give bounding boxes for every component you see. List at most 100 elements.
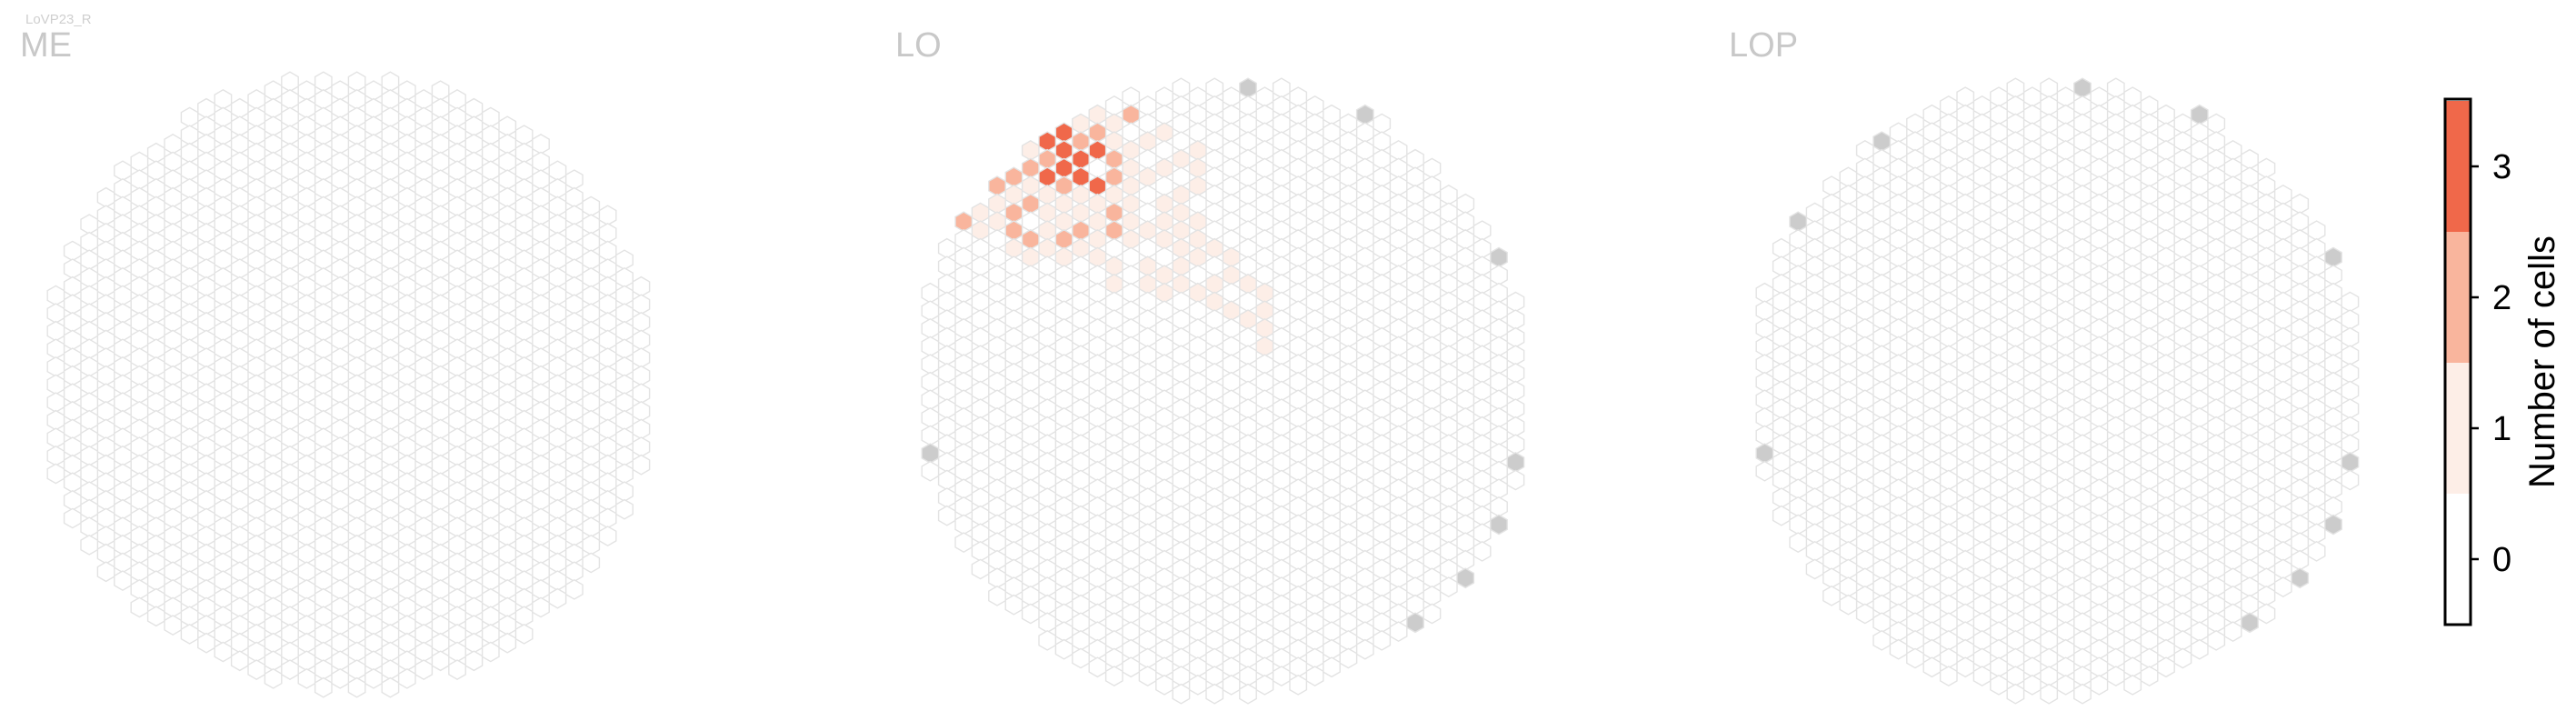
hex-cell [331,400,350,422]
hex-cell [2173,220,2192,242]
hex-cell [347,516,366,538]
hex-cell [80,231,99,253]
hex-cell [96,526,115,547]
hex-cell [1239,202,1257,224]
hex-cell [230,615,249,636]
hex-cell [1389,389,1408,411]
hex-cell [2106,398,2125,420]
hex-cell [63,418,82,440]
hex-cell [937,487,956,509]
hex-cell [1473,469,1492,491]
hex-cell [1839,434,1858,456]
hex-cell [264,222,283,244]
hex-cell [1439,487,1458,509]
hex-cell [2324,282,2342,304]
hex-cell [1423,211,1442,233]
hex-cell [197,347,215,369]
hex-cell [431,454,450,476]
hex-cell [1255,656,1274,678]
hex-cell [1021,335,1040,357]
hex-cell [2207,184,2226,205]
hex-cell [2157,157,2175,179]
hex-cell [1439,309,1458,331]
hex-cell [1389,354,1408,376]
hex-cell [1772,237,1791,259]
hex-cell [1323,265,1341,286]
hex-cell [230,258,249,280]
hex-cell [180,570,199,592]
hex-cell [1122,638,1141,660]
hex-cell [1822,567,1841,589]
hex-cell [481,534,500,556]
hex-cell [532,169,550,191]
hex-cell [381,534,400,556]
hex-cell-count-2 [1021,157,1040,179]
hex-cell [1939,380,1958,402]
hex-cell-count-1 [1004,184,1023,205]
hex-cell [214,285,233,306]
hex-cell-count-1 [1188,282,1207,304]
hex-cell [481,125,500,146]
hex-cell [1855,549,1874,571]
hex-cell [1088,389,1107,411]
hex-cell [2207,113,2226,135]
hex-cell [514,534,534,556]
hex-cell [164,578,183,600]
hex-cell [1423,514,1442,536]
hex-cell [2056,335,2075,357]
hex-cell [2040,345,2059,366]
hex-cell [2341,380,2360,402]
hex-cell [230,186,249,208]
hex-cell [1305,505,1324,526]
hex-cell [2324,406,2342,428]
hex-cell [1255,86,1274,108]
hex-cell [2207,131,2226,153]
hex-cell [180,106,199,128]
hex-cell [988,228,1006,250]
hex-cell [1439,291,1458,313]
hex-cell [548,587,567,609]
hex-cell [2022,104,2042,125]
hex-cell-boundary [1456,567,1475,589]
panel-label-lop: LOP [1729,26,1798,65]
hex-cell [1939,291,1958,313]
hex-cell-count-1 [1021,246,1040,268]
hex-cell [2006,326,2025,348]
hex-cell [1889,496,1908,517]
hex-cell [1038,505,1057,526]
hex-cell [1222,122,1241,144]
hex-cell [1822,211,1841,233]
hex-cell [297,258,316,280]
hex-cell [1373,612,1392,634]
hex-cell [2173,594,2192,616]
hex-cell [1138,629,1157,651]
hex-cell [2073,629,2092,651]
hex-cell [1205,202,1224,224]
hex-cell [464,186,484,208]
hex-cell [2190,265,2209,286]
hex-cell [1339,434,1358,456]
hex-cell [2090,86,2109,108]
colorbar-frame [2443,97,2472,626]
hex-cell [1855,335,1874,357]
hex-cell [1323,549,1341,571]
hex-cell [1155,335,1173,357]
hex-cell [1956,603,1975,625]
hex-cell [2157,389,2175,411]
hex-cell [314,427,333,449]
hex-cell [1872,434,1892,456]
hex-cell [2273,202,2292,224]
hex-cell [1473,434,1492,456]
hex-cell [2056,496,2075,517]
hex-cell [114,445,132,466]
hex-cell [1054,371,1073,393]
hex-cell [1473,220,1492,242]
hex-cell [1339,451,1358,473]
hex-cell [1939,202,1958,224]
hex-cell [1389,496,1408,517]
hex-cell [1855,317,1874,339]
hex-cell [1172,434,1191,456]
hex-cell [414,285,434,306]
hex-cell [1021,389,1040,411]
hex-cell [1188,567,1207,589]
